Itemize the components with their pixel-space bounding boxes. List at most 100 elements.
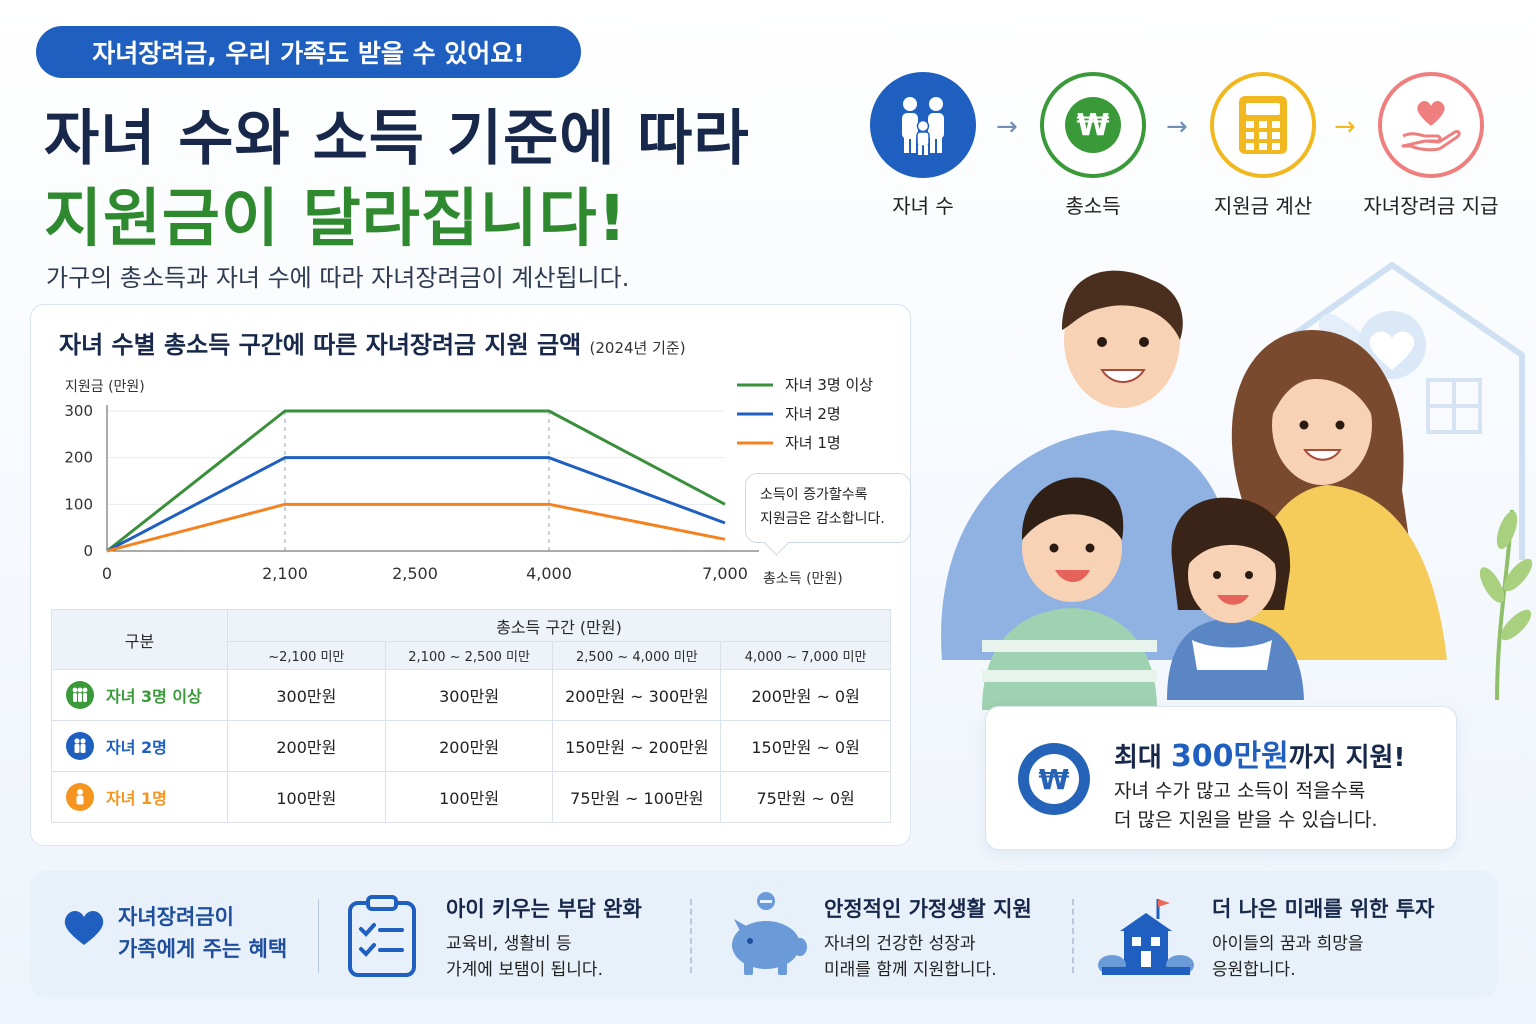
row-label: 자녀 2명 [106, 738, 167, 757]
table-group-header: 총소득 구간 (만원) [226, 609, 892, 642]
row-header-two-children: 자녀 2명 [51, 720, 228, 772]
benefit-desc-line-2: 미래를 함께 지원합니다. [824, 960, 997, 980]
headline-line-2: 지원금이 달라집니다! [44, 182, 628, 255]
table-cell: 75만원 ~ 100만원 [552, 771, 722, 823]
three-children-icon [66, 681, 94, 709]
heart-hand-icon [1378, 72, 1484, 178]
y-axis-label: 지원금 (만원) [65, 379, 145, 395]
table-column-header: 2,500 ~ 4,000 미만 [552, 641, 722, 670]
max-prefix: 최대 [1114, 743, 1171, 773]
divider [690, 899, 692, 973]
subtitle: 가구의 총소득과 자녀 수에 따라 자녀장려금이 계산됩니다. [46, 264, 630, 292]
series-line [106, 456, 726, 553]
chart-title: 자녀 수별 총소득 구간에 따른 자녀장려금 지원 금액 (2024년 기준) [59, 325, 686, 360]
table-row: 자녀 3명 이상 300만원 300만원 200만원 ~ 300만원 200만원… [51, 669, 891, 721]
max-desc-line-1: 자녀 수가 많고 소득이 적을수록 [1114, 780, 1366, 802]
step-label: 자녀 수 [892, 194, 954, 218]
arrow-right-icon: → [1334, 112, 1356, 142]
benefits-intro-line-2: 가족에게 주는 혜택 [118, 937, 288, 961]
benefit-desc-line-2: 응원합니다. [1212, 960, 1296, 980]
benefit-desc: 교육비, 생활비 등 가계에 보탬이 됩니다. [446, 931, 642, 983]
table-cell: 300만원 [384, 669, 554, 721]
table-corner-header: 구분 [51, 609, 228, 670]
benefit-item: 더 나은 미래를 위한 투자 아이들의 꿈과 희망을 응원합니다. [1212, 893, 1434, 983]
step-label: 지원금 계산 [1213, 194, 1313, 218]
series-line [106, 409, 726, 553]
benefits-intro-line-1: 자녀장려금이 [118, 905, 234, 929]
step-payment: 자녀장려금 지급 [1346, 72, 1516, 219]
bubble-line-2: 지원금은 감소합니다. [760, 511, 885, 527]
won-coin-icon: ₩ [1040, 72, 1146, 178]
clipboard-check-icon [348, 895, 416, 977]
max-amount: 300만원 [1170, 739, 1289, 774]
benefit-item: 안정적인 가정생활 지원 자녀의 건강한 성장과 미래를 함께 지원합니다. [824, 893, 1032, 983]
table-cell: 75만원 ~ 0원 [720, 771, 891, 823]
benefit-desc-line-2: 가계에 보탬이 됩니다. [446, 960, 603, 980]
x-tick-label: 7,000 [702, 564, 748, 583]
speech-bubble: 소득이 증가할수록 지원금은 감소합니다. [745, 473, 911, 543]
y-tick-label: 100 [64, 495, 93, 513]
max-desc-line-2: 더 많은 지원을 받을 수 있습니다. [1114, 809, 1378, 831]
family-icon [870, 72, 976, 178]
max-support-card: ₩ 최대 300만원까지 지원! 자녀 수가 많고 소득이 적을수록 더 많은 … [985, 706, 1457, 850]
income-support-line-chart: 0 100 200 300 0 2,100 2,500 4,000 7,000 지원금 (만원) 총… [64, 376, 873, 587]
table-cell: 150만원 ~ 200만원 [552, 720, 722, 772]
benefits-bar: 자녀장려금이 가족에게 주는 혜택 아이 키우는 부담 완화 교육비, 생활비 … [30, 871, 1498, 997]
headline-line-1: 자녀 수와 소득 기준에 따라 [44, 104, 750, 174]
benefit-desc-line-1: 자녀의 건강한 성장과 [824, 934, 976, 954]
svg-text:₩: ₩ [1039, 763, 1070, 796]
table-cell: 100만원 [384, 771, 554, 823]
header-pill: 자녀장려금, 우리 가족도 받을 수 있어요! [36, 26, 581, 78]
max-suffix: 까지 지원! [1288, 743, 1406, 773]
table-column-header: 4,000 ~ 7,000 미만 [720, 641, 891, 670]
row-header-three-children: 자녀 3명 이상 [51, 669, 228, 721]
max-support-headline: 최대 300만원까지 지원! [1114, 731, 1405, 775]
two-children-icon [66, 732, 94, 760]
house-outline [1270, 262, 1525, 560]
bubble-line-1: 소득이 증가할수록 [760, 487, 868, 503]
y-tick-label: 0 [83, 542, 93, 560]
heart-icon [64, 911, 104, 945]
benefit-desc-line-1: 아이들의 꿈과 희망을 [1212, 934, 1364, 954]
legend-label: 자녀 1명 [785, 434, 841, 452]
support-amount-table: 구분 총소득 구간 (만원) ~2,100 미만 2,100 ~ 2,500 미… [51, 609, 892, 823]
benefit-desc: 아이들의 꿈과 희망을 응원합니다. [1212, 931, 1434, 983]
legend-label: 자녀 2명 [785, 405, 841, 423]
divider [1072, 899, 1074, 973]
table-row: 자녀 1명 100만원 100만원 75만원 ~ 100만원 75만원 ~ 0원 [51, 771, 891, 823]
row-label: 자녀 1명 [106, 789, 167, 808]
table-row: 자녀 2명 200만원 200만원 150만원 ~ 200만원 150만원 ~ … [51, 720, 891, 772]
x-tick-label: 2,500 [392, 564, 438, 583]
series-line [106, 502, 726, 553]
benefit-item: 아이 키우는 부담 완화 교육비, 생활비 등 가계에 보탬이 됩니다. [446, 893, 642, 983]
arrow-right-icon: → [996, 112, 1018, 142]
piggy-bank-icon [732, 892, 807, 975]
table-cell: 200만원 [384, 720, 554, 772]
legend-label: 자녀 3명 이상 [785, 376, 873, 394]
school-icon [1098, 899, 1194, 975]
table-cell: 200만원 [226, 720, 386, 772]
step-label: 자녀장려금 지급 [1363, 194, 1499, 218]
chart-title-text: 자녀 수별 총소득 구간에 따른 자녀장려금 지원 금액 [59, 331, 582, 359]
row-header-one-child: 자녀 1명 [51, 771, 228, 823]
benefit-title: 안정적인 가정생활 지원 [824, 897, 1032, 921]
arrow-right-icon: → [1166, 112, 1188, 142]
row-label: 자녀 3명 이상 [106, 687, 202, 706]
one-child-icon [66, 783, 94, 811]
y-tick-label: 300 [64, 402, 93, 420]
family-illustration [941, 262, 1533, 710]
benefit-title: 아이 키우는 부담 완화 [446, 897, 642, 921]
benefit-title: 더 나은 미래를 위한 투자 [1212, 897, 1435, 921]
x-axis-label: 총소득 (만원) [763, 571, 843, 587]
table-cell: 100만원 [226, 771, 386, 823]
step-label: 총소득 [1065, 194, 1121, 218]
benefit-desc: 자녀의 건강한 성장과 미래를 함께 지원합니다. [824, 931, 1032, 983]
max-support-description: 자녀 수가 많고 소득이 적을수록 더 많은 지원을 받을 수 있습니다. [1114, 777, 1444, 835]
step-children-count: 자녀 수 [838, 72, 1008, 219]
calculator-icon [1210, 72, 1316, 178]
x-tick-label: 2,100 [262, 564, 308, 583]
table-cell: 150만원 ~ 0원 [720, 720, 891, 772]
table-cell: 300만원 [226, 669, 386, 721]
step-total-income: ₩ 총소득 [1008, 72, 1178, 219]
table-column-header: ~2,100 미만 [226, 641, 386, 670]
